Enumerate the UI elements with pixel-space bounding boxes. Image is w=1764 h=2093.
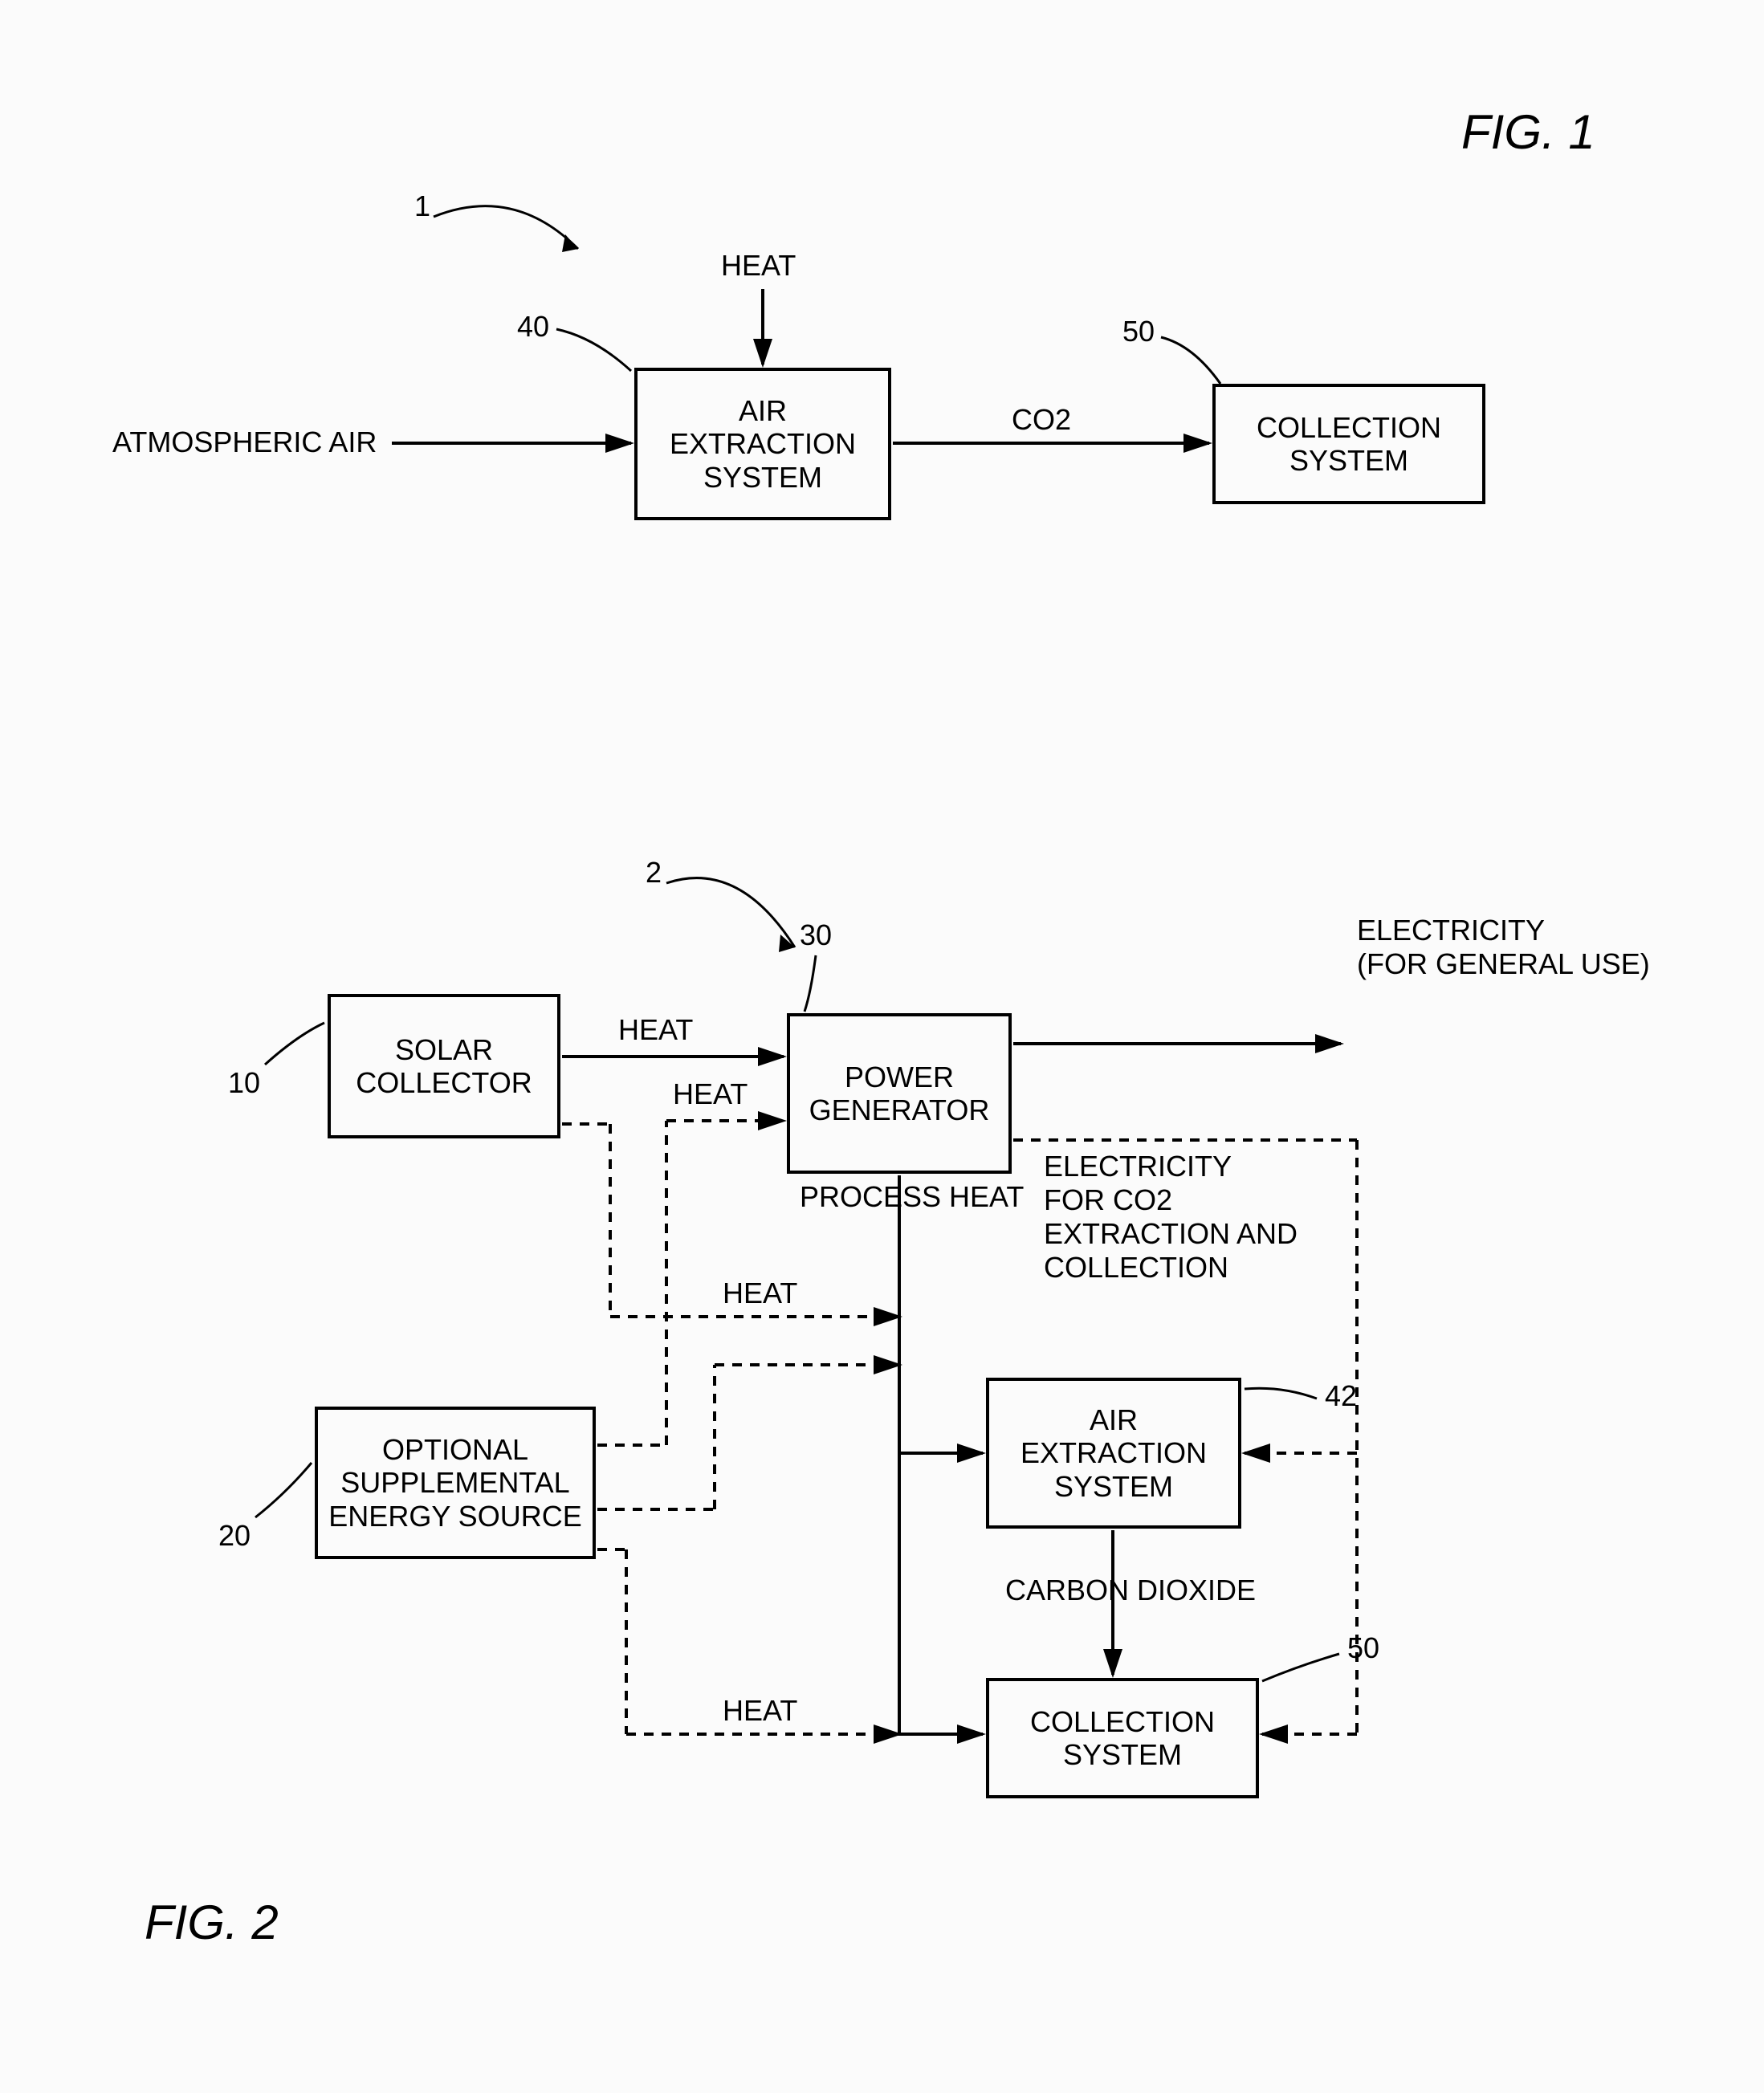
fig2-ref-42: 42 — [1325, 1379, 1357, 1413]
fig2-electricity-general-label: ELECTRICITY(FOR GENERAL USE) — [1357, 914, 1650, 981]
fig2-ref-20: 20 — [218, 1519, 251, 1553]
fig2-heat-dash2-label: HEAT — [723, 1694, 797, 1728]
fig2-ref-50: 50 — [1347, 1631, 1379, 1665]
fig2-ref-30: 30 — [800, 918, 832, 952]
fig2-heat-supp-label: HEAT — [673, 1077, 748, 1111]
fig2-carbon-dioxide-label: CARBON DIOXIDE — [1005, 1574, 1256, 1607]
fig2-heat-solar-label: HEAT — [618, 1013, 693, 1047]
fig2-electricity-for-label: ELECTRICITYFOR CO2EXTRACTION ANDCOLLECTI… — [1044, 1150, 1298, 1285]
fig2-sys-ref: 2 — [646, 856, 662, 890]
fig2-process-heat-label: PROCESS HEAT — [800, 1180, 1024, 1214]
fig2-heat-dash1-label: HEAT — [723, 1277, 797, 1310]
fig2-figlabel: FIG. 2 — [145, 1895, 279, 1950]
fig2-edges — [0, 0, 1764, 2093]
fig2-ref-10: 10 — [228, 1066, 260, 1100]
